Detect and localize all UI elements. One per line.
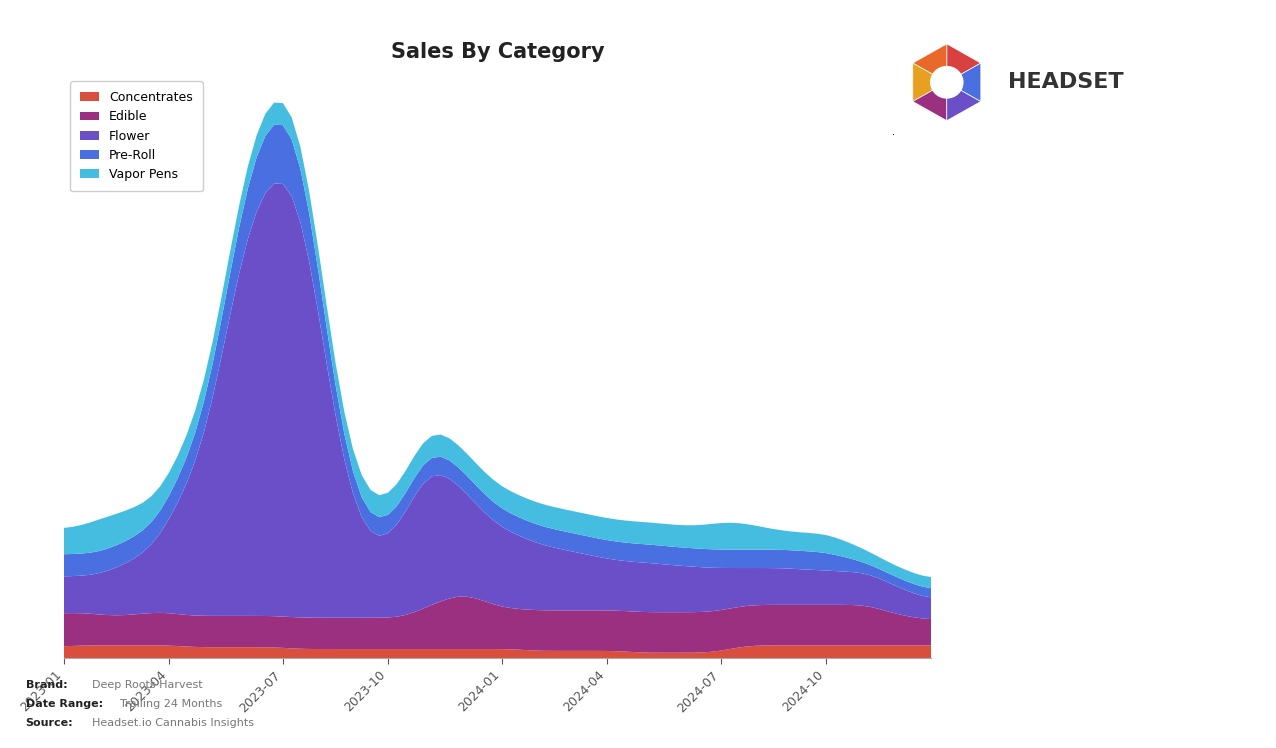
Text: Deep Roots Harvest: Deep Roots Harvest (92, 680, 203, 690)
Polygon shape (947, 63, 981, 102)
Polygon shape (912, 44, 947, 82)
Text: Date Range:: Date Range: (26, 699, 102, 709)
Text: HEADSET: HEADSET (1008, 73, 1123, 92)
Circle shape (930, 67, 963, 98)
Polygon shape (912, 82, 947, 120)
Text: Brand:: Brand: (26, 680, 68, 690)
Polygon shape (947, 44, 981, 82)
Polygon shape (912, 63, 947, 102)
Text: Source:: Source: (26, 717, 73, 728)
Title: Sales By Category: Sales By Category (390, 42, 605, 62)
Text: Trailing 24 Months: Trailing 24 Months (120, 699, 222, 709)
Text: Headset.io Cannabis Insights: Headset.io Cannabis Insights (92, 717, 254, 728)
Polygon shape (947, 82, 981, 120)
Legend: Concentrates, Edible, Flower, Pre-Roll, Vapor Pens: Concentrates, Edible, Flower, Pre-Roll, … (70, 81, 203, 191)
